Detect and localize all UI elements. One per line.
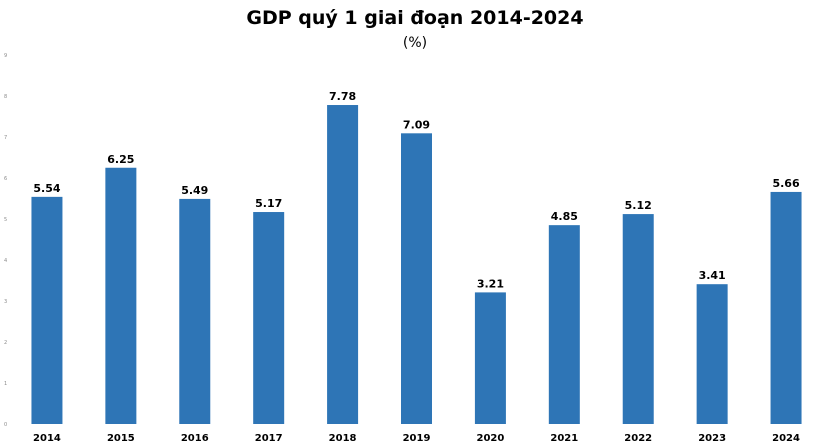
x-tick-label: 2021 [550,433,578,444]
bar [622,214,654,424]
bar [770,191,802,424]
y-tick-label: 4 [4,258,7,264]
x-tick-label: 2016 [181,433,209,444]
y-tick-label: 5 [4,217,7,223]
y-tick-label: 3 [4,299,7,305]
bar [327,105,359,425]
data-label: 7.78 [329,90,356,103]
x-tick-label: 2024 [772,433,800,444]
y-tick-label: 8 [4,94,7,100]
data-label: 5.54 [33,182,60,195]
bar [31,196,63,424]
bar [179,198,211,424]
data-label: 5.66 [772,177,799,190]
y-tick-label: 0 [4,422,7,428]
x-tick-label: 2022 [624,433,652,444]
y-tick-label: 7 [4,135,7,141]
data-label: 5.17 [255,197,282,210]
x-tick-label: 2018 [329,433,357,444]
data-label: 3.41 [699,269,726,282]
bar [105,167,137,424]
x-tick-label: 2020 [476,433,504,444]
data-label: 5.12 [625,199,652,212]
data-label: 4.85 [551,210,578,223]
y-tick-label: 2 [4,340,7,346]
data-label: 6.25 [107,153,134,166]
x-tick-label: 2017 [255,433,283,444]
x-tick-label: 2014 [33,433,61,444]
bar [253,212,285,424]
bar [548,225,580,424]
data-label: 5.49 [181,184,208,197]
y-tick-label: 1 [4,381,7,387]
bar [401,133,432,424]
x-tick-label: 2023 [698,433,726,444]
chart-title: GDP quý 1 giai đoạn 2014-2024 [246,7,584,29]
data-label: 7.09 [403,118,430,131]
y-tick-label: 6 [4,176,7,182]
x-tick-label: 2015 [107,433,135,444]
y-tick-label: 9 [4,53,7,59]
x-tick-label: 2019 [403,433,431,444]
bar [696,284,728,424]
bar [474,292,506,424]
chart-subtitle: (%) [402,35,428,51]
data-label: 3.21 [477,277,504,290]
